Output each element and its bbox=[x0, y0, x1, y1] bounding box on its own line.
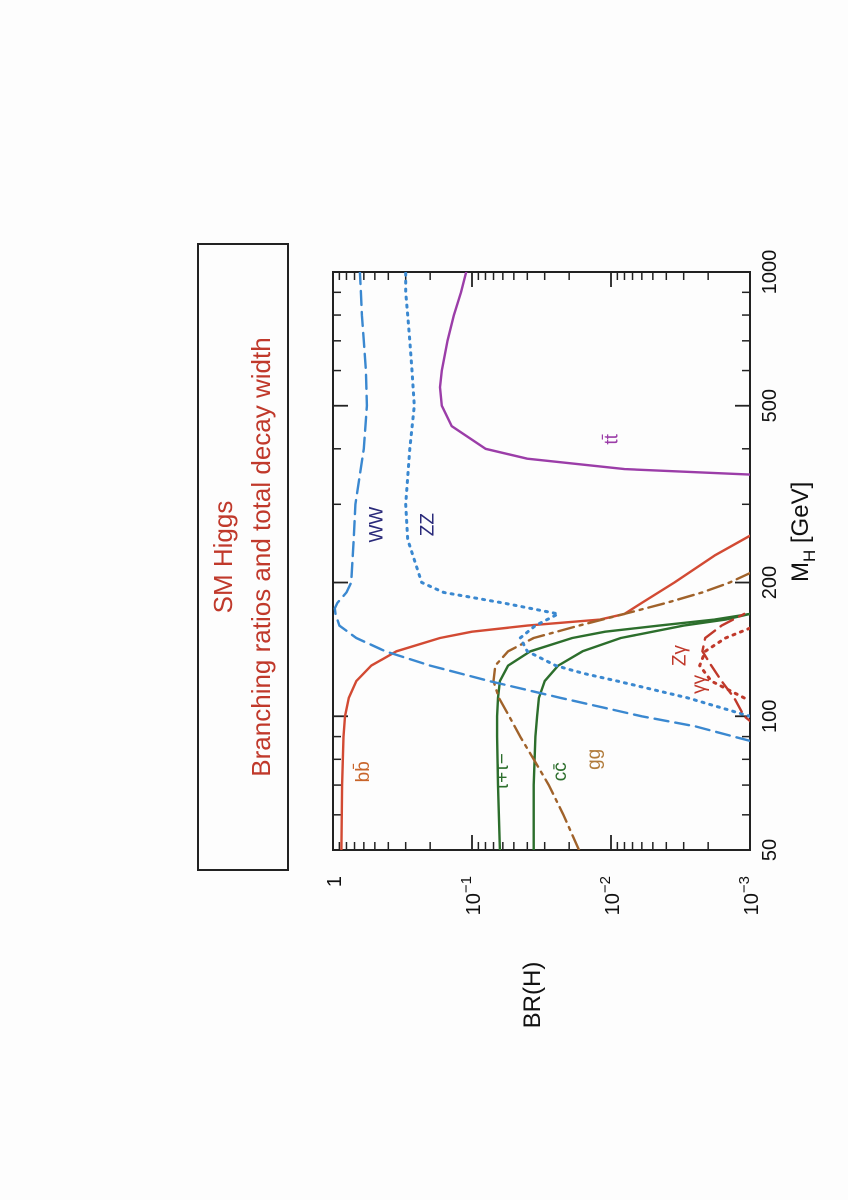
x-axis-title-main: M bbox=[787, 562, 814, 582]
series-line-gg bbox=[492, 571, 750, 850]
series-label: gg bbox=[584, 749, 605, 770]
title-box bbox=[197, 243, 289, 871]
y-tick-label: 10−1 bbox=[458, 876, 485, 915]
series-line- bbox=[698, 626, 750, 700]
curves-group bbox=[333, 272, 750, 850]
x-axis-title: MH [GeV] bbox=[787, 482, 819, 582]
x-axis-title-sub: H bbox=[800, 550, 819, 562]
series-label: ZZ bbox=[417, 513, 438, 537]
plot-frame bbox=[332, 271, 751, 851]
chart-subtitle: Branching ratios and total decay width bbox=[246, 337, 276, 776]
x-axis-title-unit: [GeV] bbox=[787, 482, 814, 550]
series-label: WW bbox=[367, 507, 388, 543]
x-tick-label: 1000 bbox=[759, 250, 781, 295]
y-tick-base: 1 bbox=[324, 876, 346, 887]
y-axis-title: BR(H) bbox=[519, 962, 546, 1029]
y-tick-label: 10−3 bbox=[736, 876, 763, 915]
y-tick-base: 10 bbox=[602, 893, 624, 915]
x-tick-label: 100 bbox=[759, 700, 781, 733]
y-tick-exponent: −2 bbox=[597, 876, 614, 893]
series-line-bb bbox=[340, 534, 750, 850]
series-label: tt̄ bbox=[601, 433, 622, 444]
series-label: bb̄ bbox=[353, 761, 374, 782]
series-line-tt bbox=[438, 272, 750, 476]
series-line- bbox=[495, 612, 750, 850]
series-label: Zγ bbox=[670, 644, 691, 666]
series-label: γγ bbox=[689, 674, 710, 694]
y-tick-label: 10−2 bbox=[597, 876, 624, 915]
series-line-z bbox=[701, 612, 750, 723]
y-tick-base: 10 bbox=[741, 893, 763, 915]
series-label: τ+τ− bbox=[492, 753, 513, 790]
series-line-cc bbox=[532, 612, 750, 850]
x-tick-label: 200 bbox=[759, 566, 781, 599]
y-tick-exponent: −1 bbox=[458, 876, 475, 893]
y-tick-base: 10 bbox=[463, 893, 485, 915]
series-line-ww bbox=[333, 272, 750, 743]
series-line-zz bbox=[404, 272, 750, 718]
x-tick-label: 500 bbox=[759, 389, 781, 422]
y-tick-exponent: −3 bbox=[736, 876, 753, 893]
x-tick-label: 50 bbox=[759, 839, 781, 861]
chart-title: SM Higgs bbox=[208, 501, 238, 614]
y-tick-label: 1 bbox=[324, 876, 346, 887]
series-label: cc̄ bbox=[550, 762, 571, 781]
